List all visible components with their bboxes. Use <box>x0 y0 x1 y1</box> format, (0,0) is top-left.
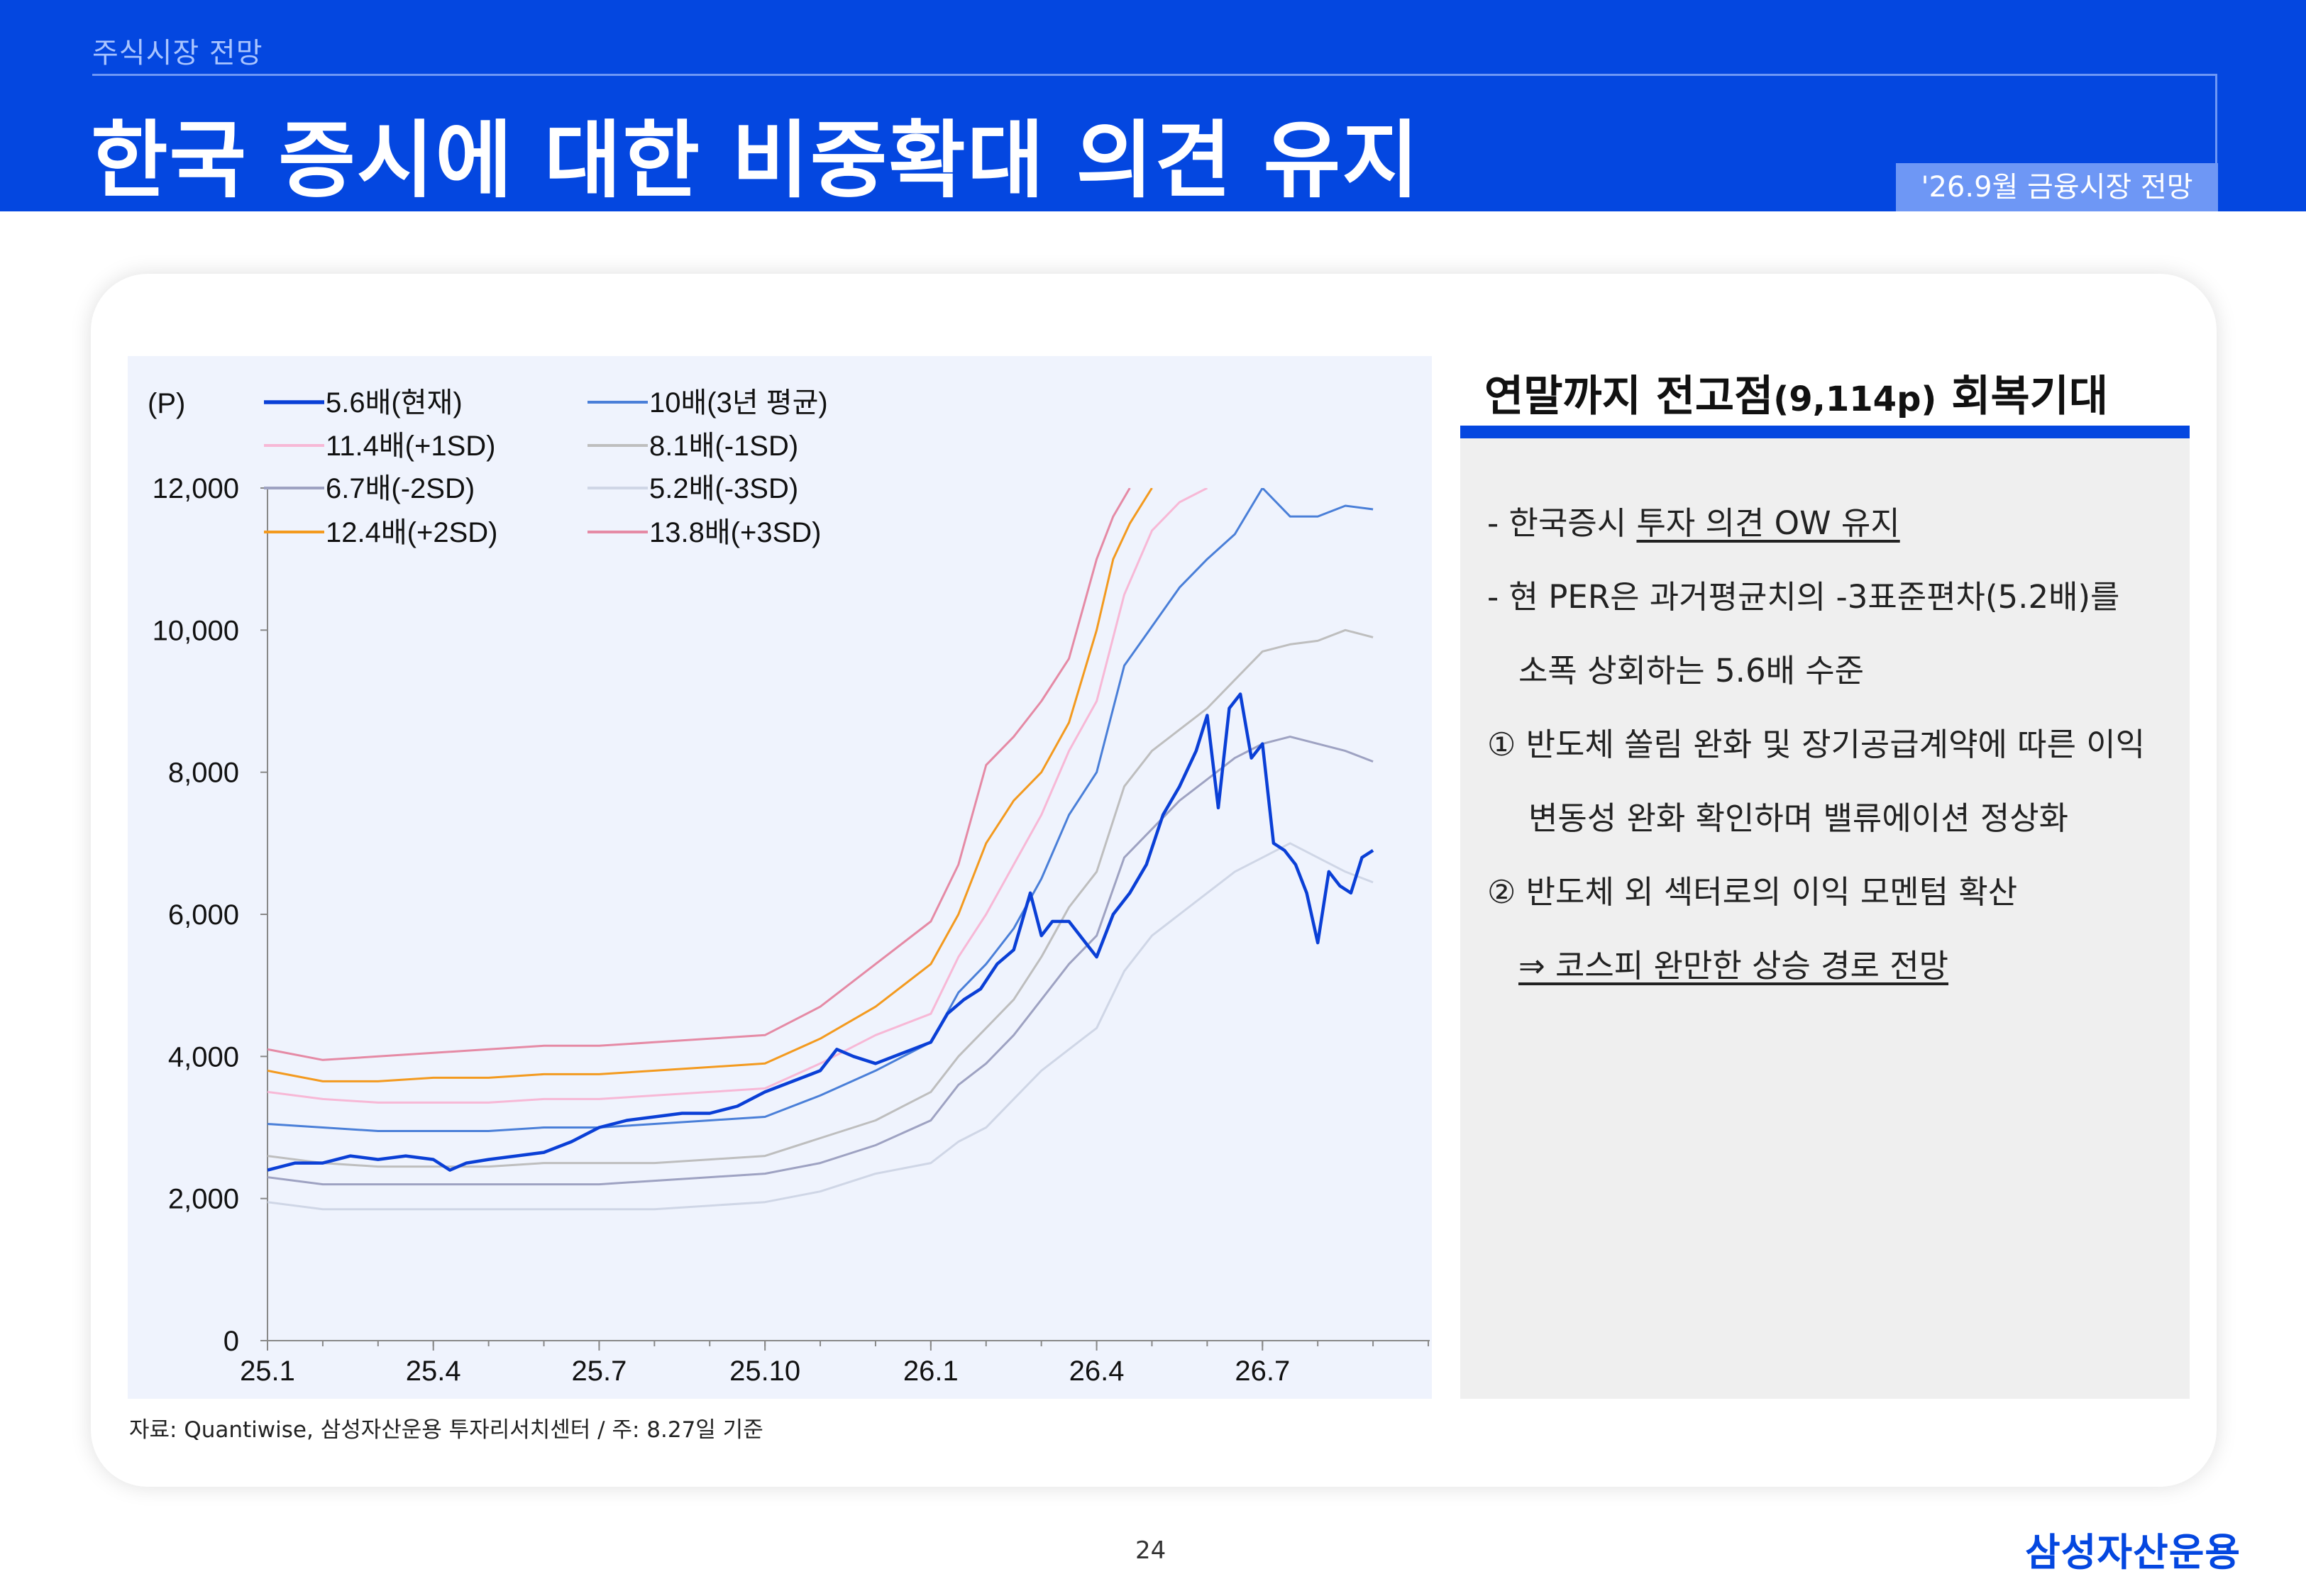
legend-label: 10배(3년 평균) <box>649 387 828 419</box>
legend-label: 13.8배(+3SD) <box>649 517 821 548</box>
x-tick-label: 26.7 <box>1235 1356 1290 1387</box>
header-divider-right <box>2215 74 2217 166</box>
bullet-list: - 한국증시 투자 의견 OW 유지 - 현 PER은 과거평균치의 -3표준편… <box>1487 487 2168 1003</box>
side-title-end: 회복기대 <box>1936 372 2109 421</box>
y-tick-label: 10,000 <box>153 615 239 646</box>
legend-label: 12.4배(+2SD) <box>326 517 497 548</box>
series-line <box>267 488 1208 1104</box>
side-panel <box>1460 428 2190 1399</box>
bullet-1-prefix: - 한국증시 <box>1487 504 1637 542</box>
side-title-paren: (9,114p) <box>1773 379 1937 419</box>
y-tick-label: 0 <box>224 1326 239 1357</box>
bullet-4: ② 반도체 외 섹터로의 이익 모멘텀 확산 <box>1487 873 2018 911</box>
side-title-main: 연말까지 전고점 <box>1484 372 1774 421</box>
legend-label: 5.2배(-3SD) <box>649 473 798 504</box>
y-tick-label: 2,000 <box>168 1184 239 1215</box>
y-tick-label: 8,000 <box>168 758 239 789</box>
x-tick-label: 26.1 <box>903 1356 959 1387</box>
legend-label: 5.6배(현재) <box>326 387 463 419</box>
y-tick-label: 6,000 <box>168 899 239 931</box>
report-tag: '26.9월 금융시장 전망 <box>1896 163 2218 211</box>
series-line <box>267 488 1131 1061</box>
bullet-2-line2: 소폭 상회하는 5.6배 수준 <box>1518 652 1865 689</box>
y-tick-label: 4,000 <box>168 1041 239 1073</box>
x-tick-label: 26.4 <box>1069 1356 1125 1387</box>
x-tick-label: 25.4 <box>406 1356 461 1387</box>
x-tick-label: 25.1 <box>240 1356 295 1387</box>
bullet-2-line1: - 현 PER은 과거평균치의 -3표준편차(5.2배)를 <box>1487 578 2120 616</box>
conclusion: ⇒ 코스피 완만한 상승 경로 전망 <box>1518 947 1949 985</box>
series-line <box>267 736 1374 1186</box>
section-label: 주식시장 전망 <box>92 37 263 70</box>
series-line <box>267 488 1153 1082</box>
x-tick-label: 25.7 <box>571 1356 627 1387</box>
series-line <box>267 628 1374 1168</box>
bullet-1-emphasis: 투자 의견 OW 유지 <box>1636 504 1900 542</box>
source-note: 자료: Quantiwise, 삼성자산운용 투자리서치센터 / 주: 8.27… <box>129 1417 763 1443</box>
bullet-3-line1: ① 반도체 쏠림 완화 및 장기공급계약에 따른 이익 <box>1487 726 2146 763</box>
legend-label: 6.7배(-2SD) <box>326 473 475 504</box>
series-line <box>267 692 1374 1172</box>
valuation-band-chart: 0 2,000 4,000 6,000 8,000 10,000 12,000 (P) 25.1… <box>148 387 1430 1387</box>
legend-label: 8.1배(-1SD) <box>649 431 798 462</box>
legend-label: 11.4배(+1SD) <box>326 431 496 462</box>
header-divider <box>92 74 2217 76</box>
bullet-3-line2: 변동성 완화 확인하며 밸류에이션 정상화 <box>1528 799 2069 837</box>
company-logo: 삼성자산운용 <box>2025 1530 2241 1575</box>
series-line <box>267 842 1374 1211</box>
page-number: 24 <box>1135 1536 1166 1565</box>
chart-panel <box>128 356 1432 1399</box>
side-title: 연말까지 전고점(9,114p) 회복기대 <box>1484 362 2108 423</box>
bullet-1: - 한국증시 투자 의견 OW 유지 <box>1487 487 2168 560</box>
series-line <box>267 488 1374 1132</box>
side-title-rule <box>1460 426 2190 438</box>
y-tick-label: 12,000 <box>153 473 239 504</box>
page-title: 한국 증시에 대한 비중확대 의견 유지 <box>91 111 1420 209</box>
x-tick-label: 25.10 <box>729 1356 800 1387</box>
y-unit-label: (P) <box>148 388 185 419</box>
